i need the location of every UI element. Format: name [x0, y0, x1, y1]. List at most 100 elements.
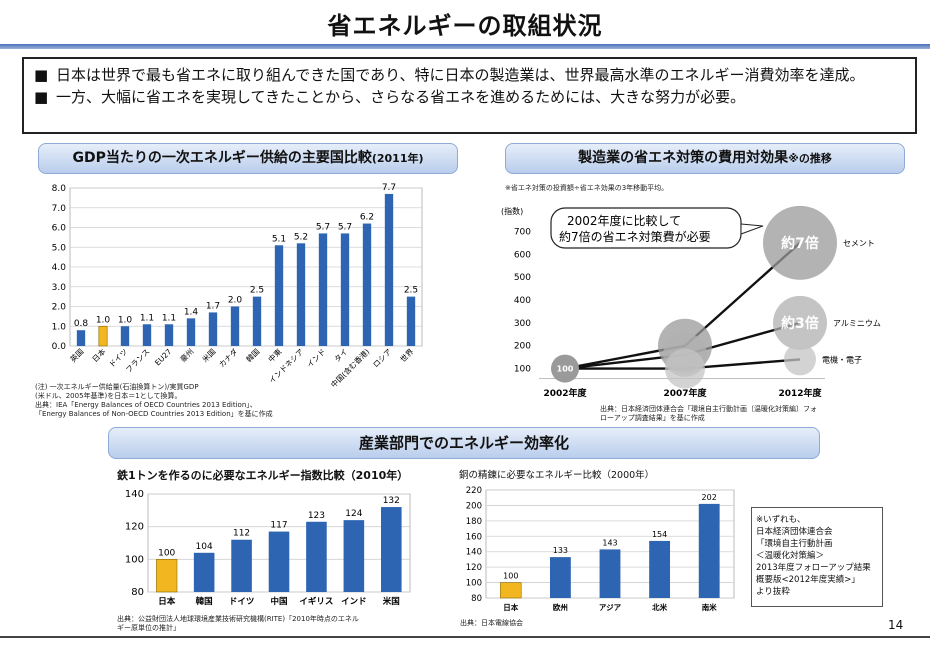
chart4-source: 出典：日本電線協会 [460, 619, 523, 627]
note-box: ※いずれも、 日本経済団体連合会 「環境自主行動計画 ＜温暖化対策編＞ 2013… [751, 507, 883, 607]
y-tick-label: 1.0 [52, 322, 67, 332]
bar [500, 582, 522, 599]
bullet-1: ■ 日本は世界で最も省エネに取り組んできた国であり、特に日本の製造業は、世界最高… [34, 64, 905, 86]
y-tick-label: 2.0 [52, 303, 67, 313]
data-label: 1.4 [184, 307, 199, 317]
bullet-mark-1: ■ [34, 66, 49, 84]
bar [252, 296, 262, 346]
section-industry-pill: 産業部門でのエネルギー効率化 [108, 427, 820, 459]
category-label: インド [305, 347, 327, 369]
y-tick-label: 80 [131, 587, 144, 598]
bubble [665, 348, 705, 389]
y-tick-label: 700 [514, 227, 531, 237]
note-line-1: ※いずれも、 [756, 515, 806, 525]
bar [340, 233, 350, 346]
chart3-title: 鉄1トンを作るのに必要なエネルギー指数比較（2010年） [117, 469, 409, 482]
chart3-source: 出典：公益財団法人地球環境産業技術研究機構(RITE)「2010年時点のエネル … [117, 615, 359, 633]
data-label: 143 [602, 538, 617, 547]
chart1-gdp-energy: 0.0 1.0 2.0 3.0 4.0 5.0 6.0 7.0 8.0 0.8 英国 1.0 日本 1.0… [52, 183, 423, 389]
bar [362, 223, 372, 346]
category-label: ドイツ [229, 597, 255, 607]
bar [231, 539, 252, 592]
y-tick-label: 400 [514, 296, 531, 306]
bar [193, 552, 215, 592]
bubble [763, 205, 837, 280]
bar [384, 193, 394, 346]
bar [306, 521, 327, 592]
data-label: 5.7 [316, 222, 330, 232]
category-label: 豪州 [178, 346, 196, 364]
data-label: 112 [233, 529, 250, 539]
y-tick-label: 200 [514, 342, 531, 352]
bar [268, 531, 290, 592]
bubble-label: 約3倍 [781, 315, 819, 332]
bullet-mark-2: ■ [34, 88, 49, 106]
y-tick-label: 80 [471, 594, 482, 604]
y-tick-label: 0.0 [52, 342, 67, 352]
data-label: 5.7 [338, 222, 352, 232]
chart2-source: 出典：日本経済団体連合会「環境自主行動計画〔温暖化対策編〕フォ ローアップ調査結… [600, 405, 817, 423]
category-label: カナダ [216, 346, 239, 369]
data-label: 100 [158, 548, 175, 558]
chart2-title-suffix: ※の推移 [788, 152, 832, 165]
chart1-title: GDP当たりの一次エネルギー供給の主要国比較 [72, 150, 372, 166]
data-label: 1.1 [162, 313, 176, 323]
bar [599, 549, 621, 598]
series-name-label: セメント [843, 239, 875, 248]
data-label: 154 [652, 530, 667, 539]
y-tick-label: 140 [125, 489, 144, 500]
category-label: 韓国 [244, 346, 262, 364]
bar [318, 233, 328, 346]
y-tick-label: 200 [466, 501, 482, 511]
y-tick-label: 100 [514, 365, 531, 375]
data-label: 123 [308, 511, 325, 521]
y-tick-label: 4.0 [52, 263, 67, 273]
y-tick-label: 100 [125, 554, 144, 565]
x-tick-label: 2007年度 [663, 387, 707, 399]
data-label: 5.2 [294, 232, 308, 242]
bar [98, 325, 108, 347]
y-tick-label: 160 [466, 532, 482, 542]
y-tick-label: 300 [514, 319, 531, 329]
category-label: フランス [124, 347, 151, 374]
bar [649, 540, 671, 598]
y-tick-label: 7.0 [52, 204, 67, 214]
start-bubble-label: 100 [557, 365, 574, 374]
chart2-title: 製造業の省エネ対策の費用対効果 [578, 150, 789, 166]
y-tick-label: 120 [125, 522, 144, 533]
y-tick-label: 600 [514, 250, 531, 260]
y-tick-label: 180 [466, 517, 482, 527]
y-tick-label: 100 [466, 579, 482, 589]
bubble-label: 約7倍 [781, 235, 819, 252]
category-label: 英国 [68, 346, 86, 364]
note-line-7: より抜粋 [756, 587, 790, 597]
category-label: 日本 [90, 346, 108, 364]
chart1-note-line-4: 「Energy Balances of Non-OECD Countries 2… [35, 410, 273, 418]
data-label: 117 [270, 521, 287, 531]
data-label: 133 [553, 546, 568, 555]
summary-box: ■ 日本は世界で最も省エネに取り組んできた国であり、特に日本の製造業は、世界最高… [22, 57, 917, 134]
chart1-note-line-2: (米ドル、2005年基準)を日本＝1として換算。 [35, 392, 182, 400]
x-tick-label: 2012年度 [778, 387, 822, 399]
chart2-source-line-2: ローアップ調査結果」を基に作成 [600, 414, 705, 422]
data-label: 1.1 [140, 313, 154, 323]
category-label: 世界 [398, 346, 416, 364]
data-label: 5.1 [272, 234, 286, 244]
y-tick-label: 500 [514, 273, 531, 283]
bullet-2: ■ 一方、大幅に省エネを実現してきたことから、さらなる省エネを進めるためには、大… [34, 86, 905, 108]
y-axis-label: (指数) [501, 206, 523, 216]
category-label: タイ [332, 347, 349, 364]
bullet-text-2: 一方、大幅に省エネを実現してきたことから、さらなる省エネを進めるためには、大きな… [56, 88, 746, 106]
data-label: 104 [196, 542, 213, 552]
note-line-6: 概要版<2012年度実績>」 [756, 575, 860, 585]
y-tick-label: 220 [466, 486, 482, 496]
note-line-3: 「環境自主行動計画 [756, 539, 833, 549]
category-label: 中東 [266, 346, 284, 364]
bar [380, 507, 402, 592]
bar [208, 312, 218, 346]
bar [76, 330, 86, 346]
bar [698, 503, 720, 598]
bar [549, 557, 571, 598]
y-tick-label: 8.0 [52, 184, 67, 194]
page-title: 省エネルギーの取組状況 [327, 12, 603, 40]
